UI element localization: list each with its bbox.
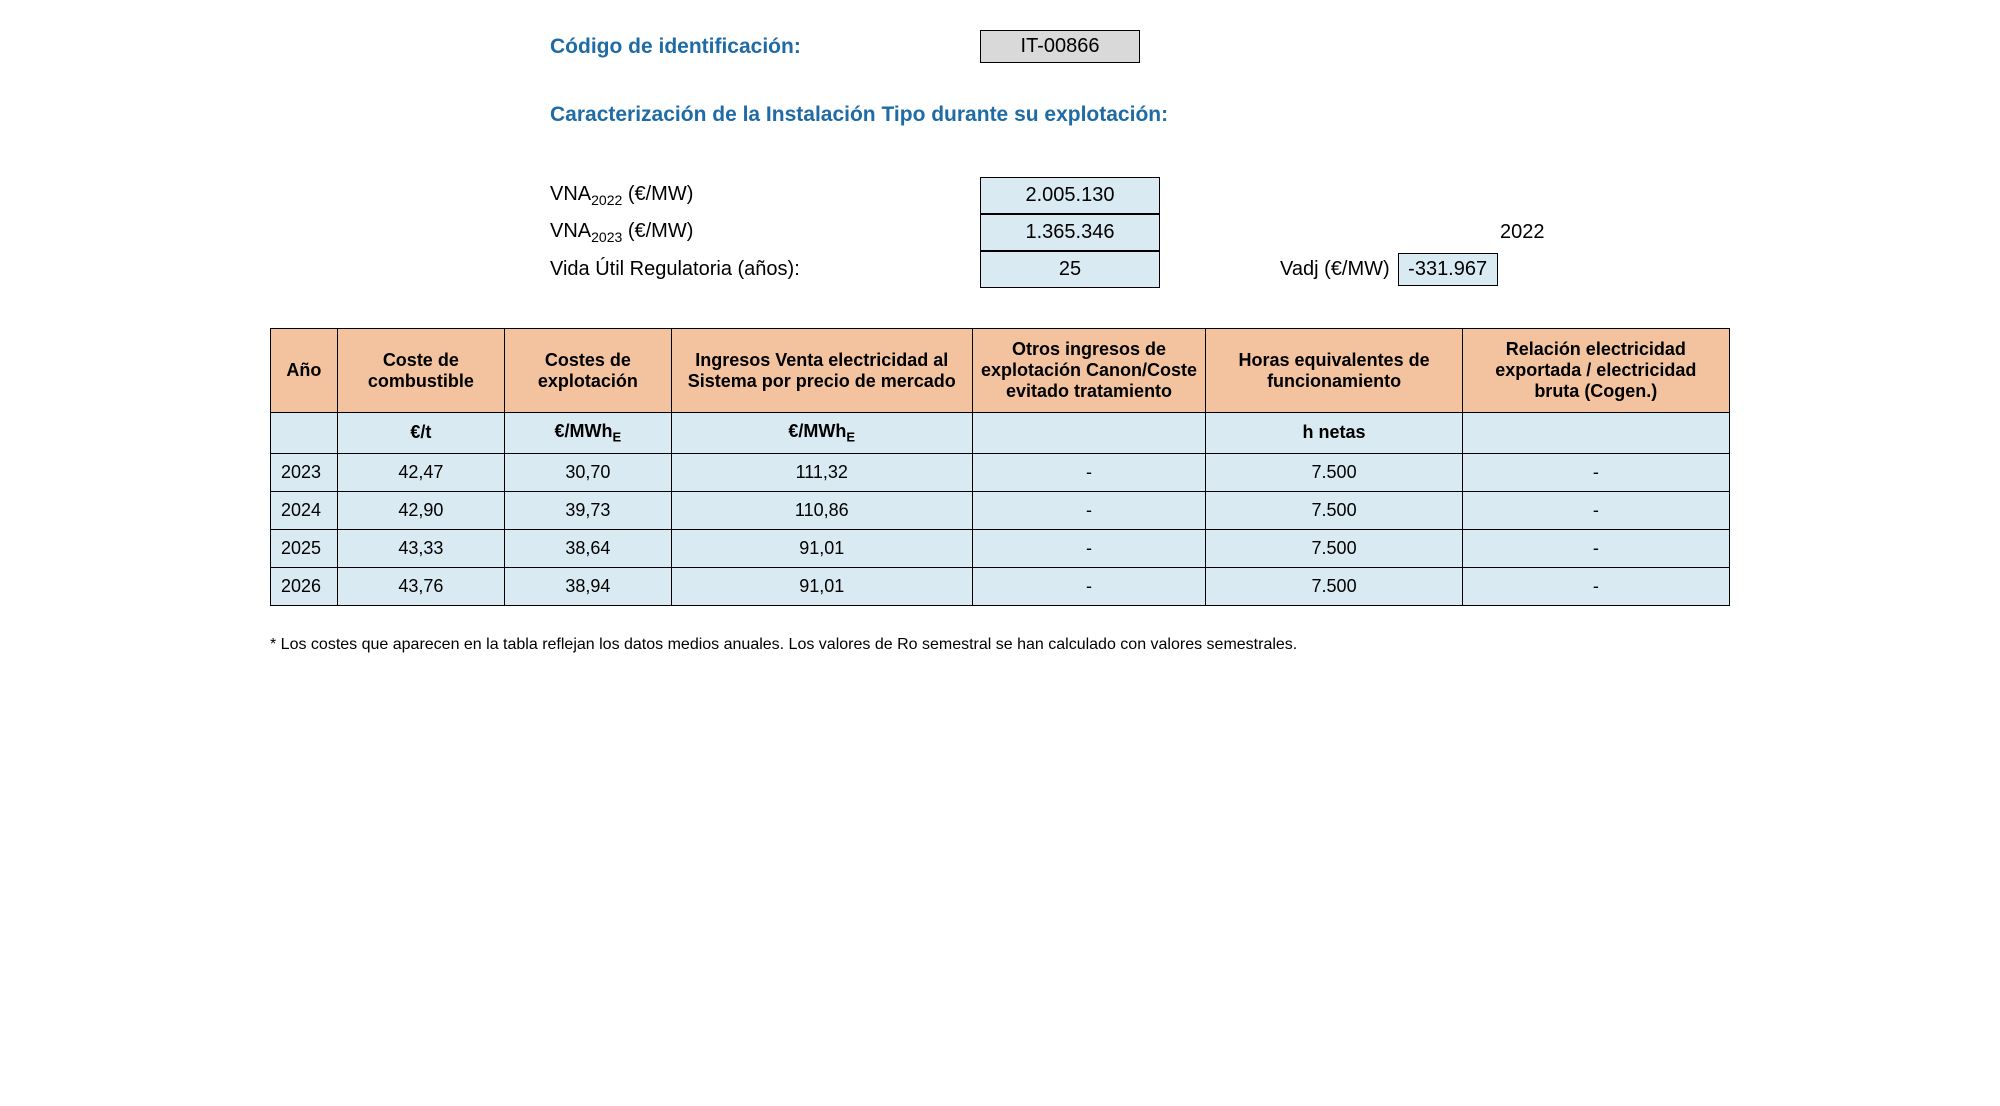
cell-otros: - — [972, 567, 1206, 605]
vna-2022-label-pre: VNA — [550, 183, 591, 205]
vna-2022-label: VNA2022 (€/MW) — [550, 177, 980, 214]
cell-costes_expl: 38,94 — [504, 567, 671, 605]
unit-ingresos-sub: E — [846, 430, 855, 445]
vida-util-label: Vida Útil Regulatoria (años): — [550, 252, 980, 287]
vna-2023-label-sub: 2023 — [591, 229, 622, 245]
table-row: 202543,3338,6491,01-7.500- — [271, 529, 1730, 567]
cell-ano: 2025 — [271, 529, 338, 567]
cell-relacion: - — [1462, 529, 1729, 567]
header-section: Código de identificación: IT-00866 Carac… — [270, 30, 1730, 288]
unit-costes-expl-sub: E — [613, 430, 622, 445]
vna-2022-row: VNA2022 (€/MW) 2.005.130 — [550, 177, 1730, 214]
cell-relacion: - — [1462, 453, 1729, 491]
header-row: Año Coste de combustible Costes de explo… — [271, 329, 1730, 413]
table-row: 202643,7638,9491,01-7.500- — [271, 567, 1730, 605]
col-relacion: Relación electricidad exportada / electr… — [1462, 329, 1729, 413]
cell-ano: 2023 — [271, 453, 338, 491]
cell-horas: 7.500 — [1206, 529, 1462, 567]
unit-coste-comb: €/t — [337, 413, 504, 454]
cell-relacion: - — [1462, 491, 1729, 529]
vna-2023-label-pre: VNA — [550, 220, 591, 242]
unit-ingresos-pre: €/MWh — [788, 421, 846, 441]
cell-horas: 7.500 — [1206, 567, 1462, 605]
cell-costes_expl: 30,70 — [504, 453, 671, 491]
cell-otros: - — [972, 453, 1206, 491]
cell-otros: - — [972, 529, 1206, 567]
cell-coste_comb: 43,76 — [337, 567, 504, 605]
units-row: €/t €/MWhE €/MWhE h netas — [271, 413, 1730, 454]
cell-ingresos: 110,86 — [671, 491, 972, 529]
vna-2023-label-post: (€/MW) — [622, 220, 693, 242]
table-row: 202442,9039,73110,86-7.500- — [271, 491, 1730, 529]
col-otros: Otros ingresos de explotación Canon/Cost… — [972, 329, 1206, 413]
cell-coste_comb: 42,90 — [337, 491, 504, 529]
vna-2022-value: 2.005.130 — [980, 177, 1160, 214]
unit-horas: h netas — [1206, 413, 1462, 454]
vna-2022-label-sub: 2022 — [591, 192, 622, 208]
vna-2023-value: 1.365.346 — [980, 214, 1160, 251]
data-table: Año Coste de combustible Costes de explo… — [270, 328, 1730, 606]
table-row: 202342,4730,70111,32-7.500- — [271, 453, 1730, 491]
table-head: Año Coste de combustible Costes de explo… — [271, 329, 1730, 413]
cell-coste_comb: 42,47 — [337, 453, 504, 491]
cell-horas: 7.500 — [1206, 491, 1462, 529]
cell-ano: 2026 — [271, 567, 338, 605]
vadj-value: -331.967 — [1398, 253, 1498, 286]
id-label: Código de identificación: — [550, 35, 980, 59]
cell-ano: 2024 — [271, 491, 338, 529]
unit-costes-expl: €/MWhE — [504, 413, 671, 454]
col-costes-expl: Costes de explotación — [504, 329, 671, 413]
cell-ingresos: 111,32 — [671, 453, 972, 491]
table-body: €/t €/MWhE €/MWhE h netas 202342,4730,70… — [271, 413, 1730, 606]
vida-util-value: 25 — [980, 251, 1160, 288]
vna-2023-row: VNA2023 (€/MW) 1.365.346 2022 — [550, 214, 1730, 251]
id-row: Código de identificación: IT-00866 — [550, 30, 1730, 63]
unit-ingresos: €/MWhE — [671, 413, 972, 454]
col-ano: Año — [271, 329, 338, 413]
cell-costes_expl: 38,64 — [504, 529, 671, 567]
unit-otros — [972, 413, 1206, 454]
col-horas: Horas equivalentes de funcionamiento — [1206, 329, 1462, 413]
unit-relacion — [1462, 413, 1729, 454]
cell-coste_comb: 43,33 — [337, 529, 504, 567]
col-coste-comb: Coste de combustible — [337, 329, 504, 413]
vna-2023-label: VNA2023 (€/MW) — [550, 214, 980, 251]
id-value-box: IT-00866 — [980, 30, 1140, 63]
col-ingresos: Ingresos Venta electricidad al Sistema p… — [671, 329, 972, 413]
vida-util-row: Vida Útil Regulatoria (años): 25 Vadj (€… — [550, 251, 1730, 288]
unit-costes-expl-pre: €/MWh — [555, 421, 613, 441]
vadj-label: Vadj (€/MW) — [1280, 258, 1390, 281]
cell-horas: 7.500 — [1206, 453, 1462, 491]
vna-2022-label-post: (€/MW) — [622, 183, 693, 205]
cell-ingresos: 91,01 — [671, 567, 972, 605]
vadj-year: 2022 — [1500, 221, 1545, 244]
cell-relacion: - — [1462, 567, 1729, 605]
cell-costes_expl: 39,73 — [504, 491, 671, 529]
unit-ano — [271, 413, 338, 454]
footnote: * Los costes que aparecen en la tabla re… — [270, 636, 1730, 654]
vadj-section: Vadj (€/MW) -331.967 — [1280, 253, 1498, 286]
cell-ingresos: 91,01 — [671, 529, 972, 567]
document-container: Código de identificación: IT-00866 Carac… — [270, 30, 1730, 654]
cell-otros: - — [972, 491, 1206, 529]
section-title: Caracterización de la Instalación Tipo d… — [550, 103, 1730, 127]
